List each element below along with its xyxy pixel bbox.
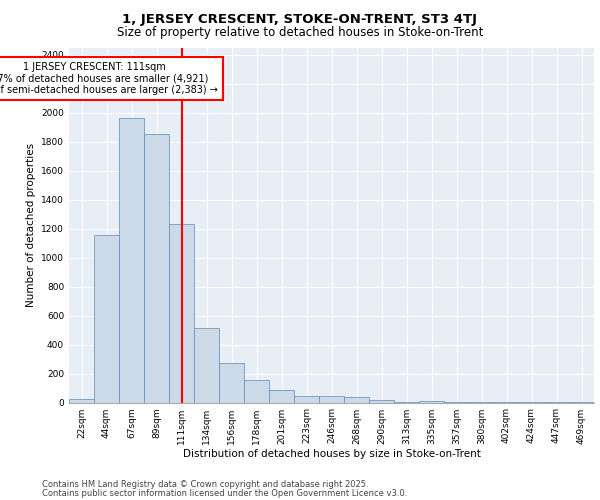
Y-axis label: Number of detached properties: Number of detached properties: [26, 143, 35, 307]
Bar: [319, 396, 344, 402]
Text: Contains public sector information licensed under the Open Government Licence v3: Contains public sector information licen…: [42, 488, 407, 498]
X-axis label: Distribution of detached houses by size in Stoke-on-Trent: Distribution of detached houses by size …: [182, 450, 481, 460]
Bar: [169, 224, 194, 402]
Bar: [269, 390, 294, 402]
Bar: [94, 235, 119, 402]
Text: Contains HM Land Registry data © Crown copyright and database right 2025.: Contains HM Land Registry data © Crown c…: [42, 480, 368, 489]
Bar: [244, 380, 269, 402]
Bar: [119, 118, 144, 403]
Text: 1 JERSEY CRESCENT: 111sqm
← 67% of detached houses are smaller (4,921)
32% of se: 1 JERSEY CRESCENT: 111sqm ← 67% of detac…: [0, 62, 218, 95]
Bar: [369, 400, 394, 402]
Bar: [144, 134, 169, 402]
Text: 1, JERSEY CRESCENT, STOKE-ON-TRENT, ST3 4TJ: 1, JERSEY CRESCENT, STOKE-ON-TRENT, ST3 …: [122, 12, 478, 26]
Bar: [69, 399, 94, 402]
Text: Size of property relative to detached houses in Stoke-on-Trent: Size of property relative to detached ho…: [117, 26, 483, 39]
Bar: [294, 396, 319, 402]
Bar: [219, 364, 244, 403]
Bar: [194, 328, 219, 402]
Bar: [344, 398, 369, 402]
